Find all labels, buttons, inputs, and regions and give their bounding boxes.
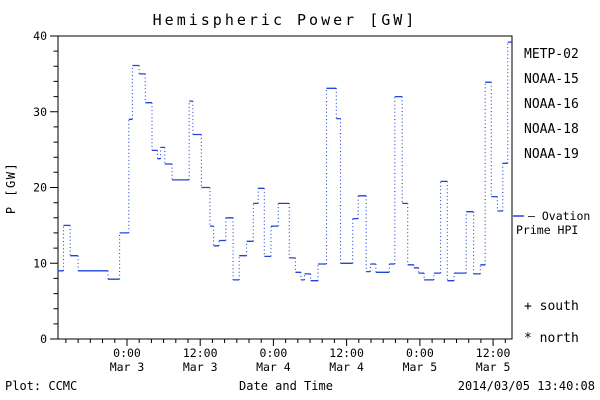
- x-axis-title: Date and Time: [239, 379, 333, 393]
- ovation-legend-line2: Prime HPI: [516, 223, 578, 237]
- y-tick-label: 30: [33, 105, 47, 119]
- axes-box: [57, 35, 513, 340]
- legend-noaa-16: NOAA-16: [524, 97, 579, 112]
- y-tick-labels: 0 10 20 30 40: [33, 29, 47, 346]
- y-tick-label: 40: [33, 29, 47, 43]
- y-tick-label: 10: [33, 256, 47, 270]
- hpi-step-line: [58, 41, 512, 282]
- plot-border: [57, 35, 513, 340]
- x-tick-label-date: Mar 5: [476, 360, 511, 374]
- x-tick-label-date: Mar 4: [256, 360, 291, 374]
- plot-timestamp: 2014/03/05 13:40:08: [458, 379, 595, 393]
- x-tick-label-time: 0:00: [113, 346, 141, 360]
- legend-noaa-18: NOAA-18: [524, 122, 579, 137]
- hpi-step-line-vertical-connectors: [62, 42, 509, 281]
- y-tick-label: 0: [40, 332, 47, 346]
- x-tick-label-date: Mar 3: [110, 360, 145, 374]
- ovation-legend-line1: – Ovation: [528, 209, 590, 223]
- x-tick-label-time: 12:00: [183, 346, 218, 360]
- south-marker-label: + south: [524, 299, 579, 314]
- satellite-legend: METP-02 NOAA-15 NOAA-16 NOAA-18 NOAA-19: [524, 47, 579, 162]
- north-marker-label: * north: [524, 331, 579, 346]
- x-tick-label-time: 12:00: [329, 346, 364, 360]
- axis-ticks: [50, 35, 506, 346]
- data-series: [58, 41, 512, 282]
- y-tick-label: 20: [33, 181, 47, 195]
- legend-metp-02: METP-02: [524, 47, 579, 62]
- y-axis-label: P [GW]: [4, 162, 18, 214]
- x-tick-label-time: 0:00: [406, 346, 434, 360]
- x-tick-label-date: Mar 5: [403, 360, 438, 374]
- tick-marks: [50, 35, 506, 346]
- x-tick-label-date: Mar 3: [183, 360, 218, 374]
- legend-noaa-15: NOAA-15: [524, 72, 579, 87]
- x-tick-label-time: 0:00: [260, 346, 288, 360]
- legend-noaa-19: NOAA-19: [524, 147, 579, 162]
- plot-credit: Plot: CCMC: [5, 379, 77, 393]
- x-tick-label-date: Mar 4: [329, 360, 364, 374]
- x-tick-label-time: 12:00: [476, 346, 511, 360]
- chart-title: Hemispheric Power [GW]: [153, 11, 418, 29]
